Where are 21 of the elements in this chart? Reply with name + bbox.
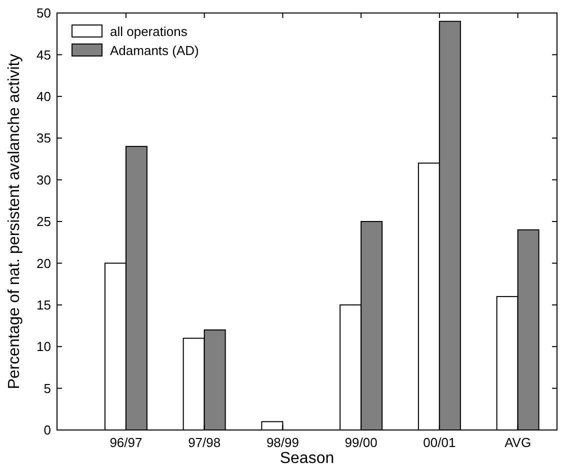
legend-label: all operations: [110, 24, 188, 39]
x-tick-label: 00/01: [423, 435, 456, 450]
y-tick-label: 25: [36, 214, 51, 230]
y-tick-label: 45: [36, 47, 51, 62]
x-axis-title: Season: [280, 450, 334, 466]
x-tick-label: 98/99: [266, 435, 299, 450]
y-tick-label: 35: [36, 130, 51, 146]
y-tick-label: 50: [36, 6, 51, 21]
y-tick-label: 30: [36, 172, 51, 188]
x-tick-label: AVG: [504, 435, 532, 450]
y-tick-label: 5: [44, 380, 51, 396]
y-tick-label: 40: [36, 88, 51, 104]
y-axis-title: Percentage of nat. persistent avalanche activity: [6, 54, 23, 390]
x-tick-label: 97/98: [188, 435, 221, 450]
x-tick-label: 99/00: [344, 435, 378, 450]
x-tick-label: 96/97: [110, 435, 142, 450]
y-tick-label: 15: [36, 297, 51, 312]
y-tick-label: 20: [36, 256, 51, 271]
y-tick-label: 0: [44, 422, 51, 438]
legend-label: Adamants (AD): [110, 43, 199, 58]
y-tick-label: 10: [36, 339, 51, 354]
